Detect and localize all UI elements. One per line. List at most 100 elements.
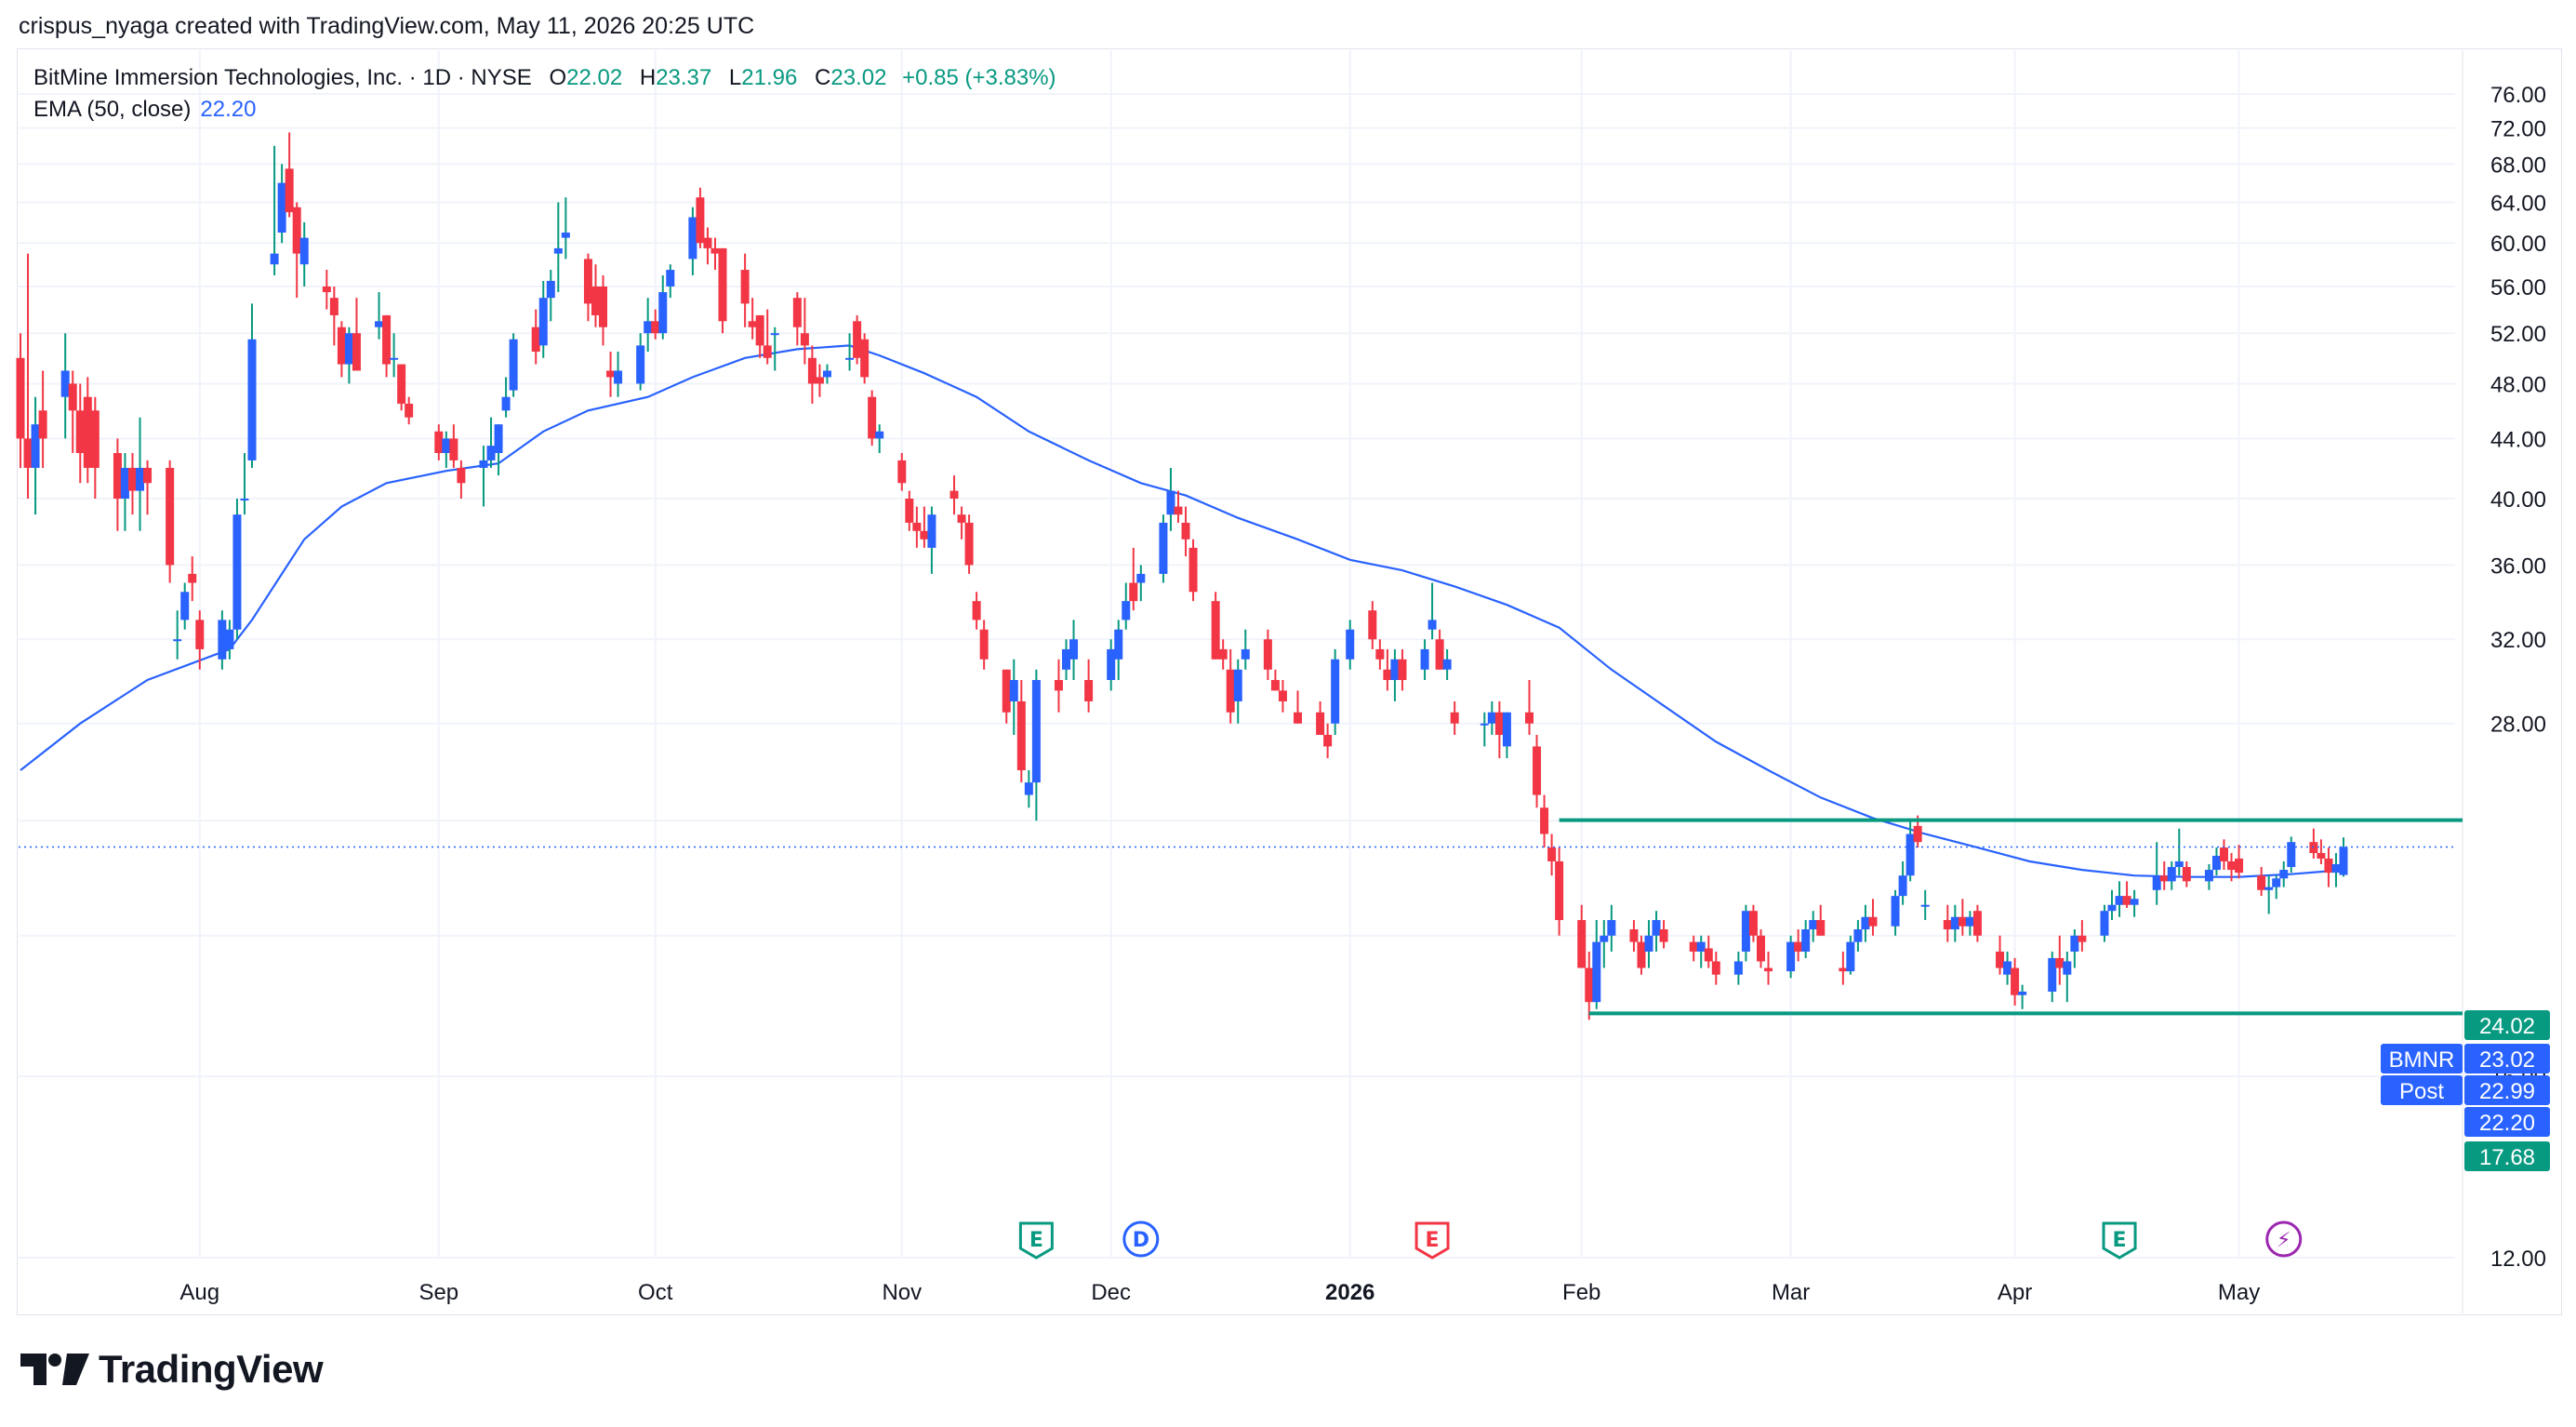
candle-body xyxy=(920,530,929,540)
candle-body xyxy=(1592,941,1601,1003)
candle-body xyxy=(1711,961,1720,975)
candle-body xyxy=(1659,929,1668,942)
attribution-text: crispus_nyaga created with TradingView.c… xyxy=(19,13,755,39)
candle-body xyxy=(853,321,862,358)
candle-down xyxy=(853,314,862,365)
candle-body xyxy=(815,377,824,384)
candle-body xyxy=(2167,867,2176,882)
candle-body xyxy=(1748,911,1758,936)
candle-down xyxy=(1585,951,1594,1020)
dividend-marker-icon: D xyxy=(1122,1220,1160,1258)
candle-down xyxy=(2219,839,2228,871)
candle-body xyxy=(2018,991,2027,995)
candle-down xyxy=(23,253,33,500)
candle-up xyxy=(225,620,234,660)
candle-body xyxy=(2287,842,2296,868)
tradingview-brand[interactable]: TradingView xyxy=(20,1347,324,1392)
candle-down xyxy=(2317,839,2326,864)
candle-body xyxy=(1323,734,1333,747)
candle-body xyxy=(479,460,488,468)
candle-up xyxy=(1427,582,1437,640)
candle-up xyxy=(494,424,503,476)
candle-up xyxy=(927,506,936,574)
candle-body xyxy=(897,460,907,484)
candle-down xyxy=(949,475,959,515)
candle-up xyxy=(1741,904,1750,962)
candle-down xyxy=(1524,679,1534,735)
candle-body xyxy=(531,327,540,353)
candle-up xyxy=(546,270,555,322)
candle-body xyxy=(1054,679,1063,691)
candle-up xyxy=(1861,904,1870,942)
candle-body xyxy=(1129,582,1138,602)
candle-up xyxy=(666,264,675,299)
candle-body xyxy=(1270,679,1280,691)
candle-body xyxy=(23,438,33,468)
candle-down xyxy=(2182,860,2191,887)
candle-body xyxy=(2003,961,2012,975)
candle-body xyxy=(195,620,205,649)
candle-up xyxy=(218,610,227,670)
y-tick-label: 12.00 xyxy=(2490,1247,2546,1272)
price-label-tag-bg xyxy=(2381,1075,2463,1105)
candle-body xyxy=(1442,659,1452,670)
candle-up xyxy=(688,207,697,275)
legend-low-value: 21.96 xyxy=(741,65,798,90)
candle-down xyxy=(1188,539,1198,602)
candle-down xyxy=(2257,867,2266,897)
candle-down xyxy=(405,396,414,425)
candle-up xyxy=(1853,920,1863,952)
candle-up xyxy=(561,197,570,260)
candle-body xyxy=(957,514,966,523)
candle-body xyxy=(2182,867,2191,882)
price-label: 22.99 Post xyxy=(2381,1075,2550,1105)
y-tick-label: 56.00 xyxy=(2490,275,2546,300)
price-label: 23.02 BMNR xyxy=(2381,1044,2550,1074)
candle-up xyxy=(442,431,451,468)
candle-body xyxy=(1577,920,1587,968)
candle-up xyxy=(2272,875,2281,900)
candle-body xyxy=(1159,522,1168,574)
candle-body xyxy=(2317,852,2326,859)
y-tick-label: 40.00 xyxy=(2490,487,2546,513)
candle-body xyxy=(1898,875,1907,897)
candle-body xyxy=(1383,669,1392,680)
candle-down xyxy=(1629,920,1639,952)
legend-low-label: L xyxy=(728,65,742,90)
candle-body xyxy=(748,321,757,327)
marker-shape xyxy=(1122,1220,1160,1258)
candle-body xyxy=(2174,860,2184,868)
grid-lines xyxy=(19,50,2455,1259)
candle-up xyxy=(60,333,70,439)
legend-ema[interactable]: EMA (50, close) 22.20 xyxy=(33,97,256,123)
candle-body xyxy=(1958,916,1967,927)
candle-body xyxy=(2219,847,2228,861)
candle-body xyxy=(1913,825,1922,843)
y-tick-label: 36.00 xyxy=(2490,553,2546,579)
candle-body xyxy=(449,438,458,460)
candle-up xyxy=(2339,837,2348,877)
candle-body xyxy=(1764,967,1773,972)
candle-down xyxy=(920,506,929,548)
candle-body xyxy=(2264,887,2274,890)
chart-frame[interactable] xyxy=(17,48,2562,1315)
candle-down xyxy=(2324,847,2333,887)
candle-down xyxy=(905,490,914,531)
candle-down xyxy=(591,264,600,327)
candle-body xyxy=(2152,875,2161,890)
candle-body xyxy=(1585,967,1594,1003)
candle-down xyxy=(740,253,750,327)
candle-up xyxy=(2070,929,2079,968)
y-tick-label: 72.00 xyxy=(2490,117,2546,142)
candle-down xyxy=(531,309,540,365)
candle-down xyxy=(352,298,361,371)
candle-up xyxy=(1159,514,1168,583)
candlestick-series xyxy=(16,132,2348,1020)
candle-body xyxy=(375,321,384,327)
candle-up xyxy=(136,417,145,531)
candle-down xyxy=(434,424,444,460)
candle-body xyxy=(442,438,451,453)
candle-up xyxy=(247,303,257,468)
candle-body xyxy=(807,357,817,384)
